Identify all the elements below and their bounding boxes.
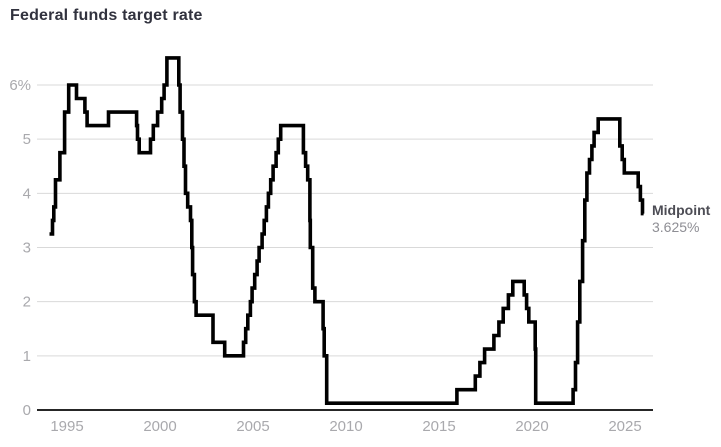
x-tick-label: 1995 (50, 418, 83, 435)
y-tick-label: 6% (9, 77, 31, 94)
chart-title: Federal funds target rate (10, 7, 203, 24)
rate-step-line (49, 56, 645, 405)
series-annotation: Midpoint 3.625% (652, 202, 710, 236)
x-tick-label: 2020 (515, 418, 548, 435)
x-tick-label: 2025 (608, 418, 641, 435)
y-tick-label: 2 (23, 294, 31, 311)
x-tick-label: 2015 (422, 418, 455, 435)
y-tick-label: 4 (23, 185, 31, 202)
y-tick-label: 5 (23, 131, 31, 148)
x-tick-label: 2010 (329, 418, 362, 435)
x-tick-label: 2000 (143, 418, 176, 435)
x-tick-label: 2005 (236, 418, 269, 435)
annotation-value: 3.625% (652, 219, 700, 235)
annotation-label: Midpoint (652, 202, 711, 218)
y-tick-label: 1 (23, 348, 31, 365)
y-tick-label: 0 (23, 402, 31, 419)
y-tick-label: 3 (23, 239, 31, 256)
